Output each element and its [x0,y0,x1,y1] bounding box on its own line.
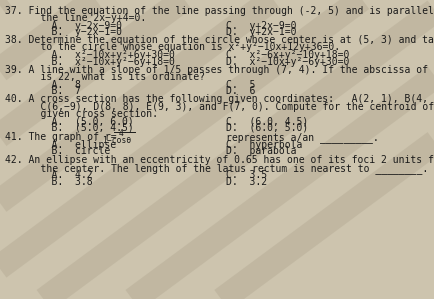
Text: C.  5: C. 5 [226,80,255,90]
Text: B.  7: B. 7 [28,86,81,96]
Text: A.  (5.0, 6.0): A. (5.0, 6.0) [28,116,134,126]
Text: D.  parabola: D. parabola [226,146,296,156]
Text: C.  y+2x−9=0: C. y+2x−9=0 [226,21,296,30]
Text: A.  y−2x−9=0: A. y−2x−9=0 [28,21,122,30]
Text: C.  3.5: C. 3.5 [226,170,267,180]
Text: the line 2x−y+4=0.: the line 2x−y+4=0. [17,13,146,23]
Text: given cross section.: given cross section. [17,109,158,118]
Text: B.  x²−10x+y²−6y+18=0: B. x²−10x+y²−6y+18=0 [28,57,175,66]
Text: C.  x²−6x+y²−10y+18=0: C. x²−6x+y²−10y+18=0 [226,50,349,60]
Text: C(6,−9), D(8, 8), E(9, 3), and F(7, 0). Compute for the centroid of the: C(6,−9), D(8, 8), E(9, 3), and F(7, 0). … [17,102,434,112]
Text: D.  (6.0, 5.0): D. (6.0, 5.0) [226,122,308,132]
Text: 38. Determine the equation of the circle whose center is at (5, 3) and tangent: 38. Determine the equation of the circle… [5,35,434,45]
Text: C.  (6.0, 4.5): C. (6.0, 4.5) [226,116,308,126]
Text: 1−cosθ: 1−cosθ [102,136,131,145]
Text: the center. The length of the latus rectum is nearest to ________.: the center. The length of the latus rect… [17,163,427,173]
Text: 39. A line with a slope of 1/5 passes through (7, 4). If the abscissa of a point: 39. A line with a slope of 1/5 passes th… [5,65,434,75]
Text: B.  (5.0, 4.5): B. (5.0, 4.5) [28,122,134,132]
Text: D.  3.2: D. 3.2 [226,177,267,187]
Text: represents a/an _________.: represents a/an _________. [226,132,378,143]
Text: A.  x²−10x+y²+6y+30=0: A. x²−10x+y²+6y+30=0 [28,50,175,60]
Text: D.  x²−10x+y²−6y+30=0: D. x²−10x+y²−6y+30=0 [226,57,349,66]
Text: B.  circle: B. circle [28,146,110,156]
Text: D.  6: D. 6 [226,86,255,96]
Text: A.  8: A. 8 [28,80,81,90]
Text: D.  y+2x−1=0: D. y+2x−1=0 [226,27,296,37]
Text: 40. A cross section has the following given coordinates:   A(2, 1), B(4, 6),: 40. A cross section has the following gi… [5,94,434,104]
Text: B.  3.8: B. 3.8 [28,177,93,187]
Text: 42. An ellipse with an eccentricity of 0.65 has one of its foci 2 units from: 42. An ellipse with an eccentricity of 0… [5,155,434,165]
Text: to the circle whose equation is x²+y²−10x+12y+36=0.: to the circle whose equation is x²+y²−10… [17,42,340,52]
Text: 41. The graph of r=: 41. The graph of r= [5,132,117,142]
Text: is 22, what is its ordinate?: is 22, what is its ordinate? [17,72,205,82]
Text: A.  4.2: A. 4.2 [28,170,93,180]
Text: 37. Find the equation of the line passing through (-2, 5) and is parallel to: 37. Find the equation of the line passin… [5,6,434,16]
Text: B.  y−2x−1=0: B. y−2x−1=0 [28,27,122,37]
Text: C.  hyperbola: C. hyperbola [226,140,302,150]
Text: A.  ellipse: A. ellipse [28,140,116,150]
Text: 4: 4 [118,129,123,138]
